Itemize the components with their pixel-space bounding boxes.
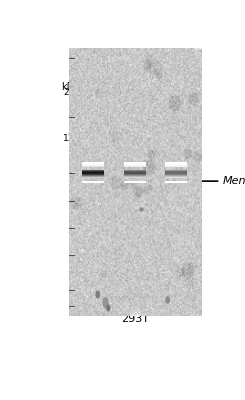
Text: 50: 50: [96, 299, 110, 309]
Text: kDa: kDa: [61, 82, 80, 92]
Text: 38: 38: [69, 219, 80, 228]
Text: 293T: 293T: [121, 314, 149, 324]
Text: 16: 16: [69, 279, 80, 288]
Text: 130: 130: [63, 134, 80, 143]
Circle shape: [96, 291, 99, 298]
Circle shape: [166, 297, 169, 303]
Circle shape: [103, 298, 108, 308]
Text: 51: 51: [69, 198, 80, 208]
Text: 250: 250: [63, 88, 80, 98]
Text: Menin: Menin: [222, 176, 245, 186]
FancyBboxPatch shape: [84, 85, 186, 291]
Text: 28: 28: [69, 240, 80, 249]
Circle shape: [107, 305, 110, 311]
Text: 70: 70: [69, 177, 80, 186]
Text: 15: 15: [128, 299, 142, 309]
Text: 5: 5: [164, 299, 171, 309]
Text: 19: 19: [69, 267, 80, 276]
